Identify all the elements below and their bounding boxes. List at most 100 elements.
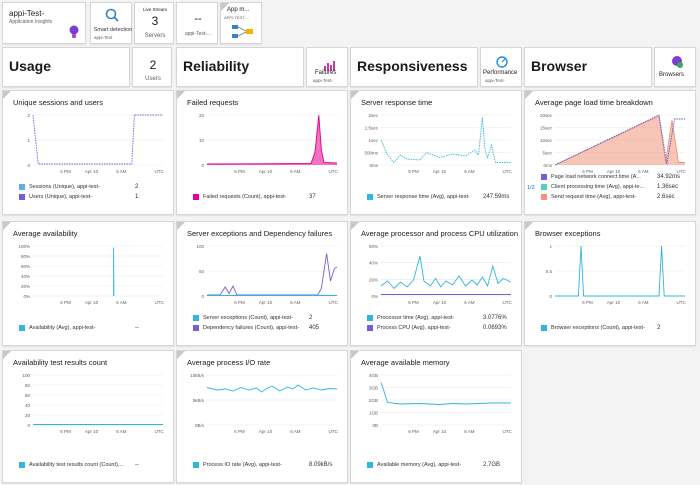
smart-detection-tile[interactable]: Smart detection appi-Test: [90, 2, 132, 44]
chart-tile-exceptions[interactable]: Server exceptions and Dependency failure…: [176, 221, 348, 346]
smart-detection-icon: [105, 8, 119, 27]
legend-label: Users (Unique), appi-test-: [29, 194, 92, 200]
legend-pager[interactable]: 1/2: [527, 185, 535, 191]
y-tick-label: 2: [27, 113, 30, 118]
legend-value: 2.6sec: [657, 194, 675, 200]
y-tick-label: 0: [201, 294, 204, 299]
x-tick-label: Apr 10: [607, 300, 621, 305]
legend-item[interactable]: Send request time (Avg), appi-test-: [541, 194, 700, 200]
y-tick-label: 10: [199, 138, 205, 143]
y-tick-label: 20: [25, 413, 31, 418]
legend-item[interactable]: Server response time (Avg), appi-test-: [367, 194, 527, 200]
legend-item[interactable]: Page load network connect time (A...: [541, 174, 700, 180]
live-stream-header: Live Stream: [142, 7, 167, 12]
series-line: [554, 115, 685, 166]
tile-corner-icon: [525, 91, 533, 99]
chart-tile-io[interactable]: Average process I/O rate 10kB/s 5kB/s 0B/s 6…: [176, 350, 348, 483]
x-tick-label: 6 AM: [290, 300, 301, 305]
x-tick-label: 6 PM: [60, 169, 71, 174]
x-tick-label: 6 PM: [582, 169, 593, 174]
legend-item[interactable]: Process CPU (Avg), appi-test-: [367, 325, 527, 331]
placeholder-tile[interactable]: -- appi-Test-...: [176, 2, 218, 44]
y-tick-label: 1.5sec: [365, 126, 379, 131]
legend-swatch: [541, 325, 547, 331]
app-map-icon: [231, 23, 255, 46]
legend-label: Server exceptions (Count), appi-test-: [203, 315, 293, 321]
performance-icon: [496, 55, 508, 73]
x-tick-label: 6 PM: [234, 300, 245, 305]
legend-item[interactable]: Availability test results count (Count),…: [19, 462, 179, 468]
chart-title: Average page load time breakdown: [535, 98, 653, 107]
chart-tile-failed[interactable]: Failed requests 20 10 0 6 PM Apr 10 6 AM UTC Fai…: [176, 90, 348, 215]
failures-tile[interactable]: Failures appi-Test-: [306, 47, 348, 87]
y-tick-label: 60%: [21, 264, 30, 269]
chart-tile-avtest[interactable]: Availability test results count 100 80 60 40…: [2, 350, 174, 483]
x-tick-label: 6 PM: [582, 300, 593, 305]
x-tick-label: 6 AM: [116, 300, 127, 305]
y-tick-label: 2sec: [368, 113, 378, 118]
legend-item[interactable]: Availability (Avg), appi-test-: [19, 325, 179, 331]
chart-title: Average process I/O rate: [187, 358, 271, 367]
chart-tile-pageload[interactable]: Average page load time breakdown 20sec 15s…: [524, 90, 696, 215]
series-line: [554, 114, 685, 166]
x-tick-label: Apr 10: [433, 429, 447, 434]
legend-item[interactable]: Process IO rate (Avg), appi-test-: [193, 462, 353, 468]
y-tick-label: 0: [201, 163, 204, 168]
legend-swatch: [19, 184, 25, 190]
x-tick-label: UTC: [502, 300, 512, 305]
tile-corner-icon: [221, 3, 229, 11]
legend-label: Processor time (Avg), appi-test-: [377, 315, 455, 321]
chart-svg: 100 50 0 6 PM Apr 10 6 AM UTC: [196, 244, 338, 305]
legend-item[interactable]: Users (Unique), appi-test-: [19, 194, 179, 200]
legend-value: 405: [309, 325, 320, 331]
legend-item[interactable]: Dependency failures (Count), appi-test-: [193, 325, 353, 331]
legend-item[interactable]: Available memory (Avg), appi-test-: [367, 462, 527, 468]
legend-swatch: [541, 194, 547, 200]
legend-label: Sessions (Unique), appi-test-: [29, 184, 100, 190]
reliability-title: Reliability: [183, 58, 250, 74]
y-tick-label: 50: [199, 269, 205, 274]
failures-sub: appi-Test-: [313, 78, 333, 83]
y-tick-label: 10sec: [540, 138, 553, 143]
chart-tile-memory[interactable]: Average available memory 4GB 3GB 2GB 1GB 0B 6 …: [350, 350, 522, 483]
chart-tile-availability[interactable]: Average availability 100% 80% 60% 40% 20% 0% 6 …: [2, 221, 174, 346]
browsers-icon: [670, 55, 684, 74]
legend-item[interactable]: Processor time (Avg), appi-test-: [367, 315, 527, 321]
chart-tile-response[interactable]: Server response time 2sec 1.5sec 1sec 500ms 0…: [350, 90, 522, 215]
legend-item[interactable]: Failed requests (Count), appi-test-: [193, 194, 353, 200]
chart-tile-sessions[interactable]: Unique sessions and users 2 1 0 6 PM Apr 10 6 …: [2, 90, 174, 215]
app-insights-subtitle: Application Insights: [9, 19, 53, 25]
series-line: [207, 253, 338, 296]
y-tick-label: 80: [25, 383, 31, 388]
chart-tile-cpu[interactable]: Average processor and process CPU utiliz…: [350, 221, 522, 346]
x-tick-label: 6 AM: [638, 300, 649, 305]
app-insights-tile[interactable]: appi-Test- Application Insights: [2, 2, 86, 44]
failures-label: Failures: [315, 70, 337, 76]
series-line: [380, 382, 511, 405]
chart-tile-browserexc[interactable]: Browser exceptions 1 0.5 0 6 PM Apr 10 6 AM UTC…: [524, 221, 696, 346]
live-stream-label: Servers: [144, 33, 166, 39]
tile-corner-icon: [525, 222, 533, 230]
legend-item[interactable]: Browser exceptions (Count), appi-test-: [541, 325, 700, 331]
chart-svg: 20sec 15sec 10sec 5sec 0ms 6 PM Apr 10 6 AM UTC: [540, 113, 686, 174]
application-map-tile[interactable]: App m... APPI-TEST-...: [220, 2, 262, 44]
legend-swatch: [193, 194, 199, 200]
chart-svg: 60% 40% 20% 0% 6 PM Apr 10 6 AM UTC: [369, 244, 512, 305]
x-tick-label: 6 PM: [408, 300, 419, 305]
users-tile[interactable]: 2 Users: [132, 47, 172, 87]
tile-corner-icon: [3, 222, 11, 230]
performance-tile[interactable]: Performance appi-Test-: [480, 47, 522, 87]
y-tick-label: 10kB/s: [190, 373, 205, 378]
x-tick-label: 6 AM: [638, 169, 649, 174]
legend-swatch: [193, 315, 199, 321]
legend-item[interactable]: Client processing time (Avg), appi-te...: [541, 184, 700, 190]
legend-label: Availability (Avg), appi-test-: [29, 325, 96, 331]
live-stream-tile[interactable]: Live Stream 3 Servers: [134, 2, 174, 44]
performance-sub: appi-Test-: [485, 78, 505, 83]
browsers-tile[interactable]: Browsers: [654, 47, 696, 87]
legend-item[interactable]: Server exceptions (Count), appi-test-: [193, 315, 353, 321]
x-tick-label: Apr 10: [259, 300, 273, 305]
y-tick-label: 2GB: [369, 398, 378, 403]
legend-item[interactable]: Sessions (Unique), appi-test-: [19, 184, 179, 190]
series-line: [555, 245, 685, 297]
